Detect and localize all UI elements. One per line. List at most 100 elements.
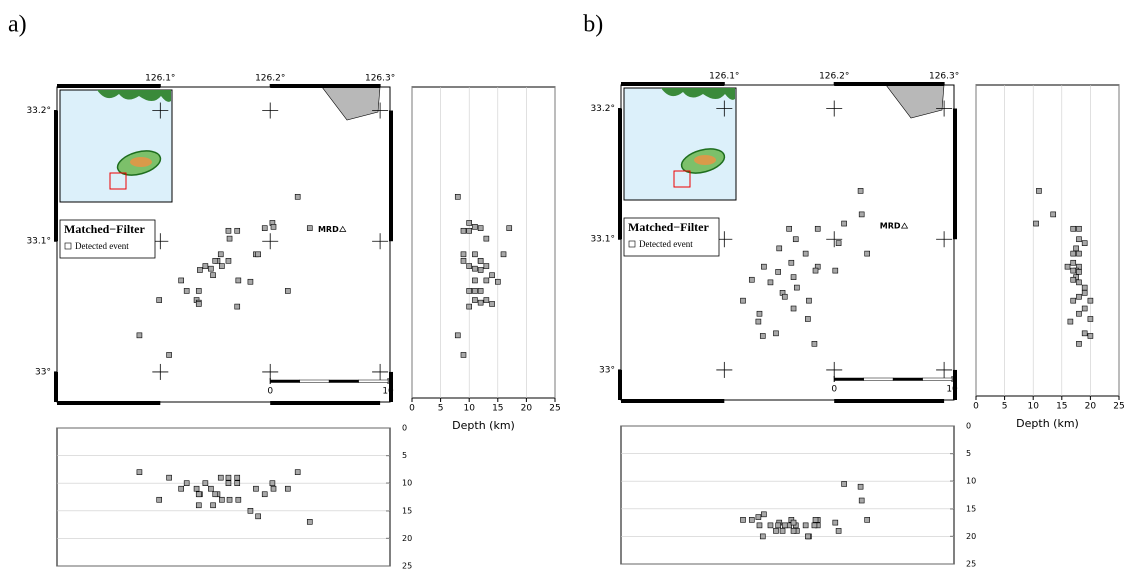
y-tick-label: 33.2° bbox=[590, 104, 615, 114]
event-depth-lat bbox=[467, 228, 472, 233]
event-depth-lon bbox=[270, 481, 275, 486]
event-depth-lat bbox=[1036, 188, 1041, 193]
event-map bbox=[167, 352, 172, 357]
event-depth-lon bbox=[776, 523, 781, 528]
frame bbox=[834, 82, 944, 86]
event-depth-lon bbox=[194, 486, 199, 491]
event-map bbox=[768, 280, 773, 285]
event-depth-lat bbox=[478, 300, 483, 305]
event-depth-lat bbox=[472, 298, 477, 303]
event-depth-lat bbox=[1076, 269, 1081, 274]
event-map bbox=[256, 252, 261, 257]
x-tick-label: 126.1° bbox=[709, 72, 739, 82]
event-depth-lon bbox=[196, 492, 201, 497]
depth-tick-label: 5 bbox=[966, 449, 971, 458]
event-depth-lon bbox=[773, 528, 778, 533]
event-map bbox=[236, 278, 241, 283]
frame bbox=[54, 372, 58, 402]
event-map bbox=[218, 252, 223, 257]
event-depth-lat bbox=[1076, 294, 1081, 299]
event-map bbox=[858, 188, 863, 193]
event-map bbox=[865, 251, 870, 256]
frame bbox=[270, 84, 380, 88]
event-depth-lon bbox=[285, 486, 290, 491]
x-tick-label: 126.1° bbox=[145, 74, 175, 84]
event-map bbox=[235, 304, 240, 309]
event-depth-lat bbox=[484, 278, 489, 283]
legend: Matched−FilterDetected event bbox=[60, 220, 155, 258]
event-depth-lat bbox=[1071, 226, 1076, 231]
event-map bbox=[219, 264, 224, 269]
scale-bar bbox=[270, 380, 299, 383]
depth-tick-label: 10 bbox=[1027, 402, 1039, 412]
event-map bbox=[782, 294, 787, 299]
scale-bar bbox=[329, 380, 358, 383]
event-map bbox=[757, 311, 762, 316]
event-depth-lat bbox=[484, 298, 489, 303]
event-depth-lon bbox=[859, 498, 864, 503]
event-depth-lon bbox=[226, 481, 231, 486]
event-depth-lon bbox=[219, 497, 224, 502]
frame bbox=[621, 399, 724, 403]
depth-tick-label: 10 bbox=[966, 477, 976, 486]
event-depth-lat bbox=[1071, 298, 1076, 303]
event-map bbox=[815, 226, 820, 231]
event-depth-lat bbox=[1082, 285, 1087, 290]
event-depth-lon bbox=[196, 503, 201, 508]
event-depth-lon bbox=[203, 481, 208, 486]
event-depth-lat bbox=[1068, 319, 1073, 324]
event-depth-lat bbox=[472, 278, 477, 283]
x-tick-label: 126.3° bbox=[929, 72, 959, 82]
y-tick-label: 33° bbox=[35, 367, 51, 377]
event-map bbox=[179, 278, 184, 283]
event-depth-lat bbox=[478, 267, 483, 272]
event-depth-lon bbox=[157, 497, 162, 502]
legend-entry: Detected event bbox=[639, 239, 693, 249]
event-depth-lon bbox=[253, 486, 258, 491]
event-depth-lat bbox=[1088, 333, 1093, 338]
depth-tick-label: 15 bbox=[966, 504, 976, 513]
event-map bbox=[756, 319, 761, 324]
event-depth-lon bbox=[768, 523, 773, 528]
event-depth-lat bbox=[455, 333, 460, 338]
event-map bbox=[137, 333, 142, 338]
event-depth-lon bbox=[791, 520, 796, 525]
depth-tick-label: 10 bbox=[463, 404, 475, 414]
event-depth-lat bbox=[461, 228, 466, 233]
y-tick-label: 33.1° bbox=[26, 237, 51, 247]
event-depth-lat bbox=[472, 266, 477, 271]
event-depth-lat bbox=[461, 252, 466, 257]
scale-bar bbox=[834, 378, 863, 381]
event-map bbox=[203, 264, 208, 269]
event-depth-lon bbox=[803, 523, 808, 528]
event-depth-lon bbox=[248, 508, 253, 513]
event-depth-lat bbox=[1076, 226, 1081, 231]
frame bbox=[618, 370, 622, 400]
legend-marker bbox=[65, 243, 71, 249]
event-depth-lon bbox=[167, 475, 172, 480]
inset-peak bbox=[694, 155, 716, 165]
depth-axis-title: Depth (km) bbox=[452, 419, 515, 432]
depth-tick-label: 5 bbox=[1002, 402, 1008, 412]
frame bbox=[54, 111, 58, 242]
event-depth-lat bbox=[461, 352, 466, 357]
event-map bbox=[197, 267, 202, 272]
inset-map bbox=[624, 88, 736, 200]
event-depth-lat bbox=[1034, 221, 1039, 226]
scale-bar bbox=[359, 380, 388, 383]
event-depth-lon bbox=[211, 503, 216, 508]
inset-peak bbox=[130, 157, 152, 167]
event-depth-lat bbox=[1076, 251, 1081, 256]
depth-tick-label: 0 bbox=[402, 424, 407, 433]
event-map bbox=[295, 194, 300, 199]
event-depth-lat bbox=[472, 224, 477, 229]
event-depth-lat bbox=[472, 288, 477, 293]
event-depth-lon bbox=[813, 517, 818, 522]
event-depth-lat bbox=[467, 264, 472, 269]
station-label: MRD bbox=[318, 225, 339, 234]
depth-tick-label: 20 bbox=[1085, 402, 1097, 412]
inset-map bbox=[60, 90, 172, 202]
event-depth-lon bbox=[295, 470, 300, 475]
event-map bbox=[196, 288, 201, 293]
frame bbox=[57, 84, 160, 88]
